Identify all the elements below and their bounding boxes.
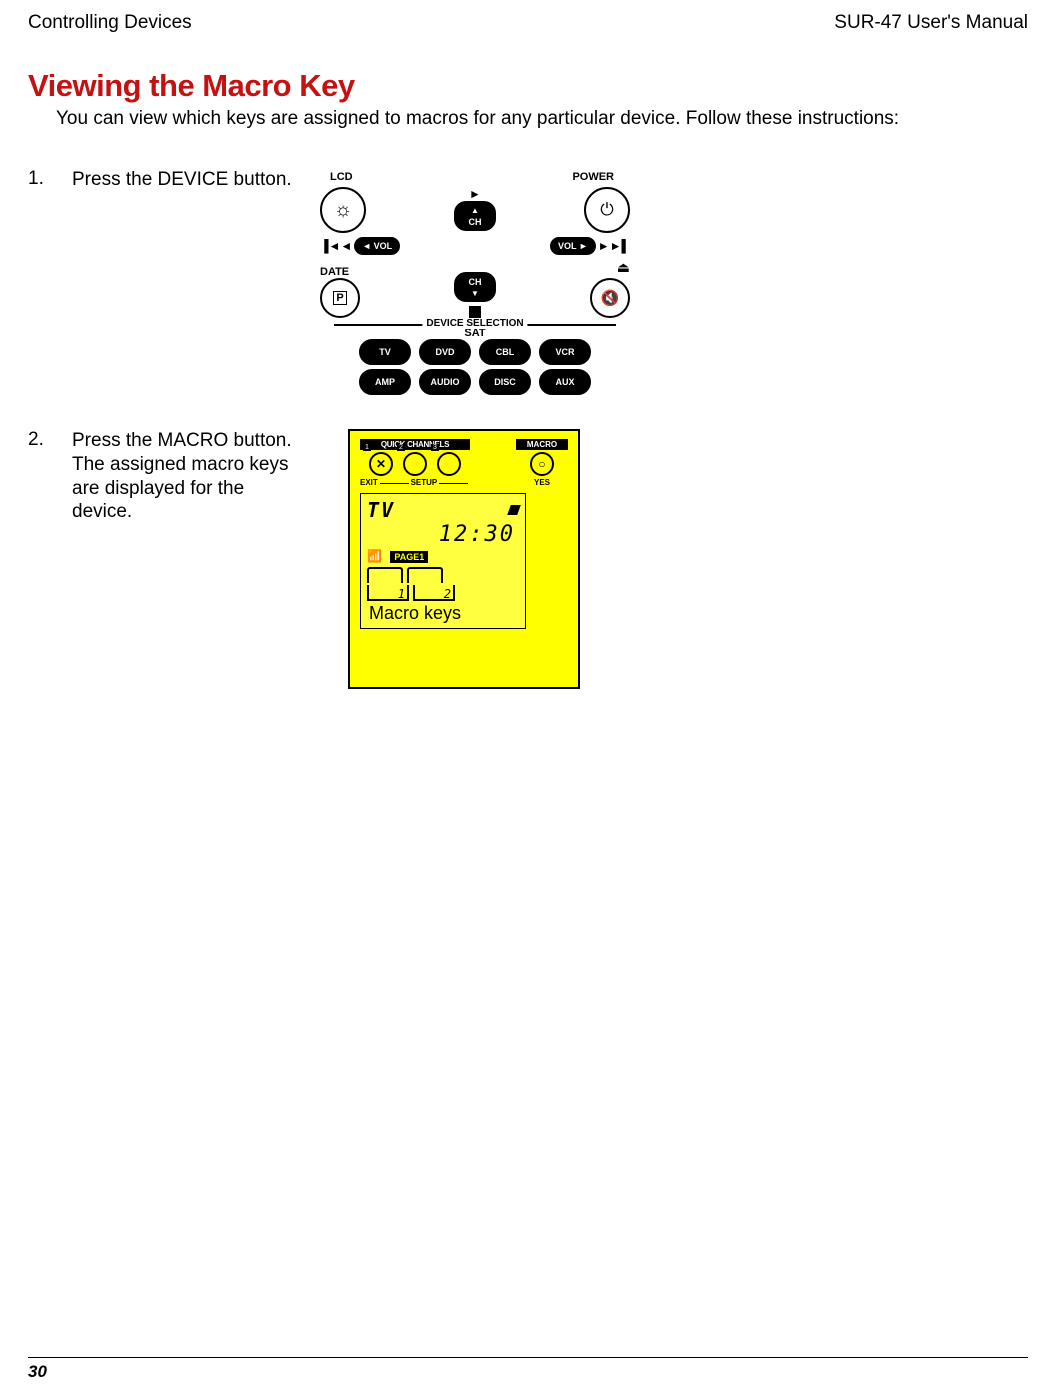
exit-button[interactable]: ✕ — [369, 452, 393, 476]
dvd-button[interactable]: DVD — [419, 339, 471, 365]
amp-button[interactable]: AMP — [359, 369, 411, 395]
lcd-tab-1 — [367, 567, 403, 583]
ch-down-button[interactable]: CH▼ — [454, 272, 496, 302]
lcd-button[interactable]: ☼ — [320, 187, 366, 233]
header-left: Controlling Devices — [28, 12, 192, 34]
page-footer: 30 — [28, 1357, 1028, 1382]
lcd-label: LCD — [330, 172, 353, 183]
ch-up-button[interactable]: ▲CH — [454, 201, 496, 231]
qc-2-button[interactable] — [403, 452, 427, 476]
cbl-button[interactable]: CBL — [479, 339, 531, 365]
signal-icon: 📶 — [367, 549, 382, 563]
setup-label: SETUP — [411, 478, 438, 487]
figure-remote: LCD POWER ☼ ► ▲CH ⏻ — [318, 168, 632, 403]
next-icon: ►►▌ — [598, 239, 630, 253]
audio-button[interactable]: AUDIO — [419, 369, 471, 395]
vol-down-button[interactable]: ◄ VOL — [354, 237, 400, 255]
intro-text: You can view which keys are assigned to … — [56, 108, 1028, 130]
power-label: POWER — [572, 172, 614, 183]
vcr-button[interactable]: VCR — [539, 339, 591, 365]
exit-label: EXIT — [360, 478, 378, 487]
page-header: Controlling Devices SUR-47 User's Manual — [28, 12, 1028, 34]
step-1-text: Press the DEVICE button. — [72, 168, 318, 192]
lcd-key-1: 1 — [367, 585, 409, 601]
vol-up-button[interactable]: VOL ► — [550, 237, 596, 255]
date-button[interactable]: P — [320, 278, 360, 318]
step-2: 2. Press the MACRO button. The assigned … — [28, 429, 1028, 689]
lcd-page-badge: PAGE1 — [390, 551, 428, 563]
macro-label: MACRO — [516, 439, 568, 450]
mute-button[interactable]: 🔇 — [590, 278, 630, 318]
section-title: Viewing the Macro Key — [28, 68, 1028, 104]
qc-3-button[interactable] — [437, 452, 461, 476]
yes-label: YES — [534, 478, 550, 487]
quick-channels-label: QUICK CHANNELS — [360, 439, 470, 450]
yes-button[interactable]: ○ — [530, 452, 554, 476]
aux-button[interactable]: AUX — [539, 369, 591, 395]
lcd-screen: TV 12:30 📶 PAGE1 1 — [360, 493, 526, 629]
figure-lcd: QUICK CHANNELS 1 ✕ 2 3 — [348, 429, 580, 689]
prev-icon: ▐◄◄ — [320, 239, 352, 253]
sat-label: SAT — [320, 328, 630, 339]
power-button[interactable]: ⏻ — [584, 187, 630, 233]
header-right: SUR-47 User's Manual — [834, 12, 1028, 34]
step-1: 1. Press the DEVICE button. LCD POWER ☼ … — [28, 168, 1028, 403]
lcd-indicator-icon — [507, 505, 521, 515]
lcd-device-name: TV — [367, 498, 395, 522]
date-label: DATE — [320, 267, 360, 278]
lcd-tab-2 — [407, 567, 443, 583]
step-2-number: 2. — [28, 429, 72, 451]
device-selection-label: DEVICE SELECTION — [422, 318, 527, 329]
page-number: 30 — [28, 1362, 1028, 1382]
play-icon: ► — [454, 187, 496, 201]
eject-icon: ⏏ — [590, 259, 630, 276]
step-1-number: 1. — [28, 168, 72, 190]
lcd-key-2: 2 — [413, 585, 455, 601]
disc-button[interactable]: DISC — [479, 369, 531, 395]
lcd-time: 12:30 — [439, 522, 515, 547]
tv-button[interactable]: TV — [359, 339, 411, 365]
device-selection-divider: DEVICE SELECTION — [334, 324, 616, 326]
step-2-text: Press the MACRO button. The assigned mac… — [72, 429, 318, 524]
lcd-caption: Macro keys — [369, 603, 519, 624]
stop-icon — [469, 306, 481, 318]
